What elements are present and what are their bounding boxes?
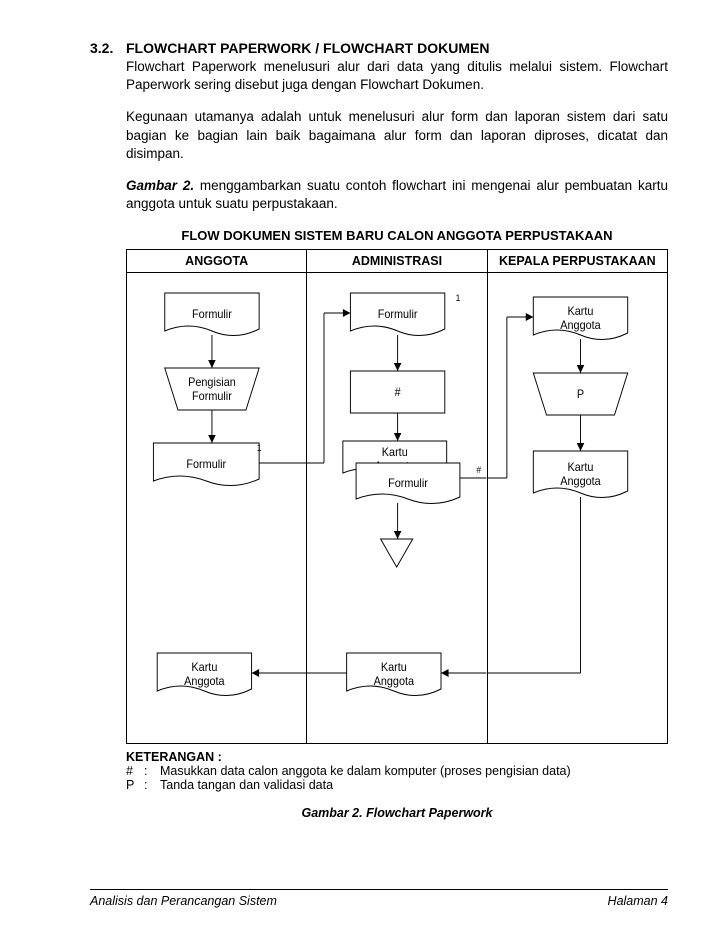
svg-text:Anggota: Anggota (560, 475, 601, 487)
page-footer: Analisis dan Perancangan Sistem Halaman … (90, 889, 668, 908)
legend-symbol: # (126, 764, 144, 778)
svg-text:Formulir: Formulir (378, 308, 418, 320)
svg-text:Pengisian: Pengisian (188, 376, 236, 388)
gambar-rest: menggambarkan suatu contoh flowchart ini… (126, 178, 668, 211)
legend-symbol: P (126, 778, 144, 792)
svg-text:Kartu: Kartu (381, 661, 407, 673)
svg-text:Kartu: Kartu (382, 446, 408, 458)
svg-text:1: 1 (456, 292, 461, 302)
svg-text:P: P (577, 388, 584, 400)
col-header-anggota: ANGGOTA (127, 249, 307, 272)
col-header-administrasi: ADMINISTRASI (307, 249, 487, 272)
svg-text:Anggota: Anggota (374, 675, 415, 687)
svg-text:Anggota: Anggota (560, 319, 601, 331)
paragraph-2: Kegunaan utamanya adalah untuk menelusur… (126, 108, 668, 163)
section-title: FLOWCHART PAPERWORK / FLOWCHART DOKUMEN (126, 40, 489, 56)
svg-text:#: # (477, 464, 482, 474)
footer-right: Halaman 4 (608, 894, 668, 908)
heading-row: 3.2. FLOWCHART PAPERWORK / FLOWCHART DOK… (90, 40, 668, 58)
footer-left: Analisis dan Perancangan Sistem (90, 894, 277, 908)
paragraph-3: Gambar 2. menggambarkan suatu contoh flo… (126, 177, 668, 213)
svg-text:Kartu: Kartu (191, 661, 217, 673)
svg-text:Anggota: Anggota (184, 675, 225, 687)
flow-cell-anggota: Formulir Pengisian Formulir Formulir 1 Kartu A… (127, 273, 306, 743)
svg-text:Formulir: Formulir (192, 390, 232, 402)
flow-cell-kepala: Kartu Anggota P Kartu Anggota (488, 273, 667, 743)
svg-text:Kartu: Kartu (567, 461, 593, 473)
svg-text:Formulir: Formulir (192, 308, 232, 320)
col-header-kepala: KEPALA PERPUSTAKAAN (487, 249, 667, 272)
svg-text:1: 1 (257, 442, 262, 452)
diagram-title: FLOW DOKUMEN SISTEM BARU CALON ANGGOTA P… (126, 228, 668, 243)
paragraph-1: Flowchart Paperwork menelusuri alur dari… (126, 58, 668, 94)
svg-text:Formulir: Formulir (186, 458, 226, 470)
legend-row-1: # : Masukkan data calon anggota ke dalam… (126, 764, 668, 778)
svg-text:Formulir: Formulir (388, 477, 428, 489)
legend-desc: Masukkan data calon anggota ke dalam kom… (160, 764, 571, 778)
svg-text:Kartu: Kartu (567, 305, 593, 317)
flow-cell-administrasi: Formulir1#KartuAnggotaFormulir#KartuAngg… (307, 273, 486, 743)
section-number: 3.2. (90, 40, 126, 56)
gambar-lead: Gambar 2. (126, 178, 194, 193)
legend-row-2: P : Tanda tangan dan validasi data (126, 778, 668, 792)
svg-text:#: # (395, 386, 402, 398)
figure-caption: Gambar 2. Flowchart Paperwork (126, 806, 668, 820)
legend: KETERANGAN : # : Masukkan data calon ang… (126, 750, 668, 792)
document-page: 3.2. FLOWCHART PAPERWORK / FLOWCHART DOK… (0, 0, 728, 942)
flowchart-table: ANGGOTA ADMINISTRASI KEPALA PERPUSTAKAAN… (126, 249, 668, 744)
legend-desc: Tanda tangan dan validasi data (160, 778, 333, 792)
legend-title: KETERANGAN : (126, 750, 668, 764)
